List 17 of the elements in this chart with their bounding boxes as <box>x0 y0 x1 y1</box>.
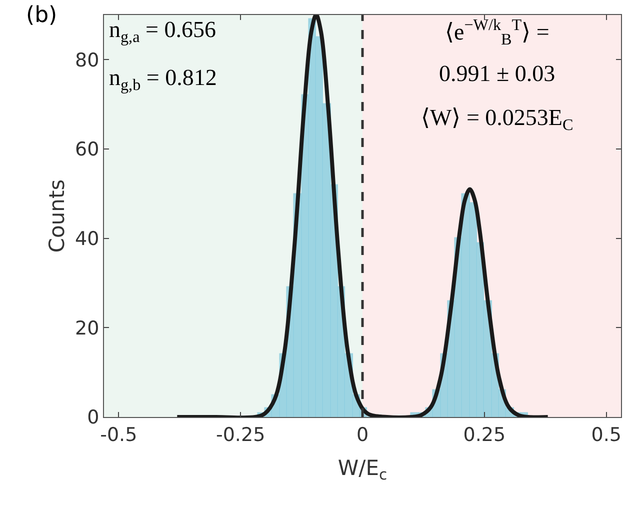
y-tick-label: 80 <box>75 49 100 72</box>
x-tick-label: 0 <box>356 424 369 446</box>
x-tick-label: 0.25 <box>463 424 506 446</box>
y-tick-label: 20 <box>75 317 100 340</box>
text: (b) <box>26 3 58 28</box>
annotation: n$_{g,a}$ = 0.656 <box>109 17 216 46</box>
x-tick-label: -0.5 <box>100 424 138 446</box>
y-axis-title: Counts <box>45 179 70 253</box>
annotation: n$_{g,b}$ = 0.812 <box>109 65 217 94</box>
x-axis-title: W/E$_{c}$ <box>338 456 388 484</box>
x-tick-label: 0.5 <box>591 424 622 446</box>
annotation: ⟨W⟩ = 0.0253E$_{C}$ <box>421 105 574 134</box>
y-tick-label: 0 <box>87 406 100 429</box>
y-tick-label: 60 <box>75 138 100 161</box>
annotation: 0.991 ± 0.03 <box>439 61 556 86</box>
y-tick-label: 40 <box>75 228 100 250</box>
x-tick-label: -0.25 <box>216 424 266 446</box>
